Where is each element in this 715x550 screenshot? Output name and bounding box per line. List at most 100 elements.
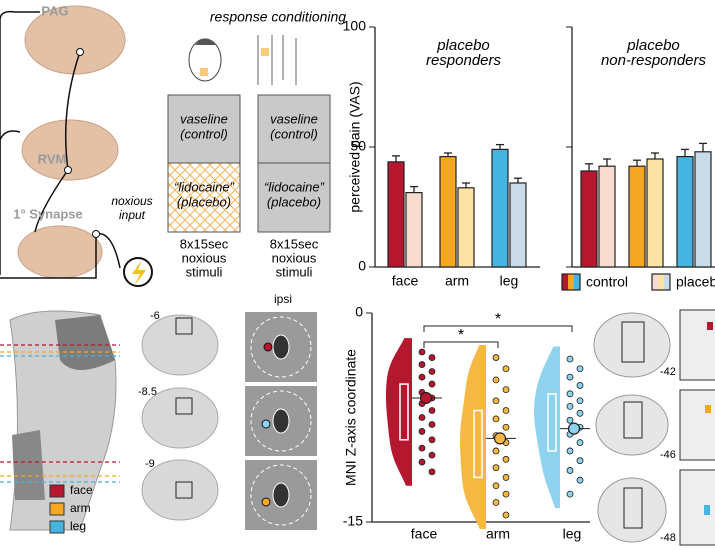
legend-swatch — [574, 274, 580, 290]
bar — [580, 170, 598, 268]
data-point — [428, 468, 436, 476]
quartile-box — [473, 409, 483, 479]
data-point — [502, 474, 510, 481]
data-point — [428, 436, 436, 444]
significance-label: * — [495, 311, 501, 328]
condition-label: (placebo) — [177, 194, 231, 209]
legend-label: control — [586, 274, 628, 290]
x-tick-label: face — [392, 273, 419, 289]
data-point — [492, 464, 500, 472]
data-point — [418, 373, 426, 381]
panel-title: non-responders — [601, 52, 707, 69]
bar — [628, 165, 646, 268]
legend-label: face — [70, 483, 93, 497]
data-point — [566, 373, 574, 381]
data-point — [428, 354, 436, 361]
legend-swatch — [652, 274, 658, 290]
conditioning-title: response conditioning — [210, 9, 346, 25]
data-point — [502, 386, 510, 394]
data-point — [502, 365, 510, 373]
input-label: noxious — [111, 194, 152, 208]
data-point — [502, 511, 510, 519]
slice-level: -6 — [150, 310, 160, 322]
y-tick-label: 50 — [350, 138, 366, 154]
data-point — [428, 451, 436, 459]
bar — [387, 161, 405, 268]
data-point — [566, 490, 574, 498]
legend-swatch-border — [561, 273, 581, 291]
legend-swatch-border — [651, 273, 671, 291]
data-point — [566, 402, 574, 410]
data-point — [492, 447, 500, 455]
quartile-box — [547, 393, 557, 452]
legend-label: arm — [70, 501, 91, 515]
bar — [439, 156, 457, 268]
stimuli-label: stimuli — [276, 264, 313, 279]
data-point — [428, 368, 436, 375]
data-point — [492, 376, 500, 384]
bar — [694, 151, 712, 268]
legend-swatch — [568, 274, 574, 290]
condition-label: vaseline — [270, 111, 318, 126]
violin-shape — [534, 346, 560, 509]
condition-label: vaseline — [180, 111, 228, 126]
x-tick-label: arm — [486, 526, 510, 542]
level-label: 1° Synapse — [13, 206, 83, 221]
y-axis-label: perceived pain (VAS) — [347, 81, 363, 212]
data-point — [566, 416, 574, 424]
data-point — [576, 409, 584, 417]
slice-level: -46 — [660, 449, 676, 461]
stimuli-label: 8x15sec — [180, 236, 229, 251]
data-point — [502, 407, 510, 414]
data-point — [418, 348, 426, 356]
y-tick-label: 100 — [343, 18, 367, 34]
y-tick-label: 0 — [358, 258, 366, 274]
y-tick-label: 0 — [355, 304, 363, 320]
data-point — [428, 380, 436, 388]
data-point — [502, 455, 510, 463]
condition-label: “lidocaine” — [174, 179, 235, 194]
data-point — [566, 467, 574, 474]
data-point — [492, 499, 500, 506]
data-point — [576, 382, 584, 389]
data-point — [566, 390, 574, 398]
data-point — [576, 476, 584, 484]
x-tick-label: leg — [563, 526, 582, 542]
bar — [457, 187, 475, 268]
bar — [646, 158, 664, 268]
bar — [598, 165, 616, 268]
data-point — [492, 415, 500, 423]
data-point — [566, 355, 574, 363]
x-tick-label: arm — [445, 273, 469, 289]
data-point — [502, 490, 510, 498]
data-point — [576, 365, 584, 373]
data-point — [492, 397, 500, 405]
bar — [405, 192, 423, 268]
data-point — [576, 397, 584, 405]
quartile-box — [399, 383, 409, 441]
level-label: RVM — [38, 151, 67, 166]
input-label: input — [119, 208, 146, 222]
significance-label: * — [458, 327, 464, 344]
x-tick-label: face — [411, 526, 438, 542]
slice-level: -48 — [660, 532, 676, 544]
mean-point — [493, 432, 507, 445]
legend-swatch — [658, 274, 664, 290]
data-point — [566, 447, 574, 455]
condition-label: (placebo) — [267, 194, 321, 209]
stimuli-label: noxious — [182, 250, 227, 265]
significance-bracket — [423, 325, 573, 332]
x-tick-label: leg — [500, 273, 519, 289]
data-point — [428, 421, 436, 428]
data-point — [492, 482, 500, 490]
data-point — [418, 414, 426, 421]
mean-point — [567, 422, 581, 435]
legend-label: placebo — [676, 274, 715, 290]
slice-level: -9 — [145, 458, 155, 470]
bar — [676, 156, 694, 268]
data-point — [576, 457, 584, 465]
legend-swatch — [562, 274, 568, 290]
legend-swatch — [664, 274, 670, 290]
y-tick-label: -15 — [343, 513, 363, 529]
slice-level: -8.5 — [138, 386, 157, 398]
